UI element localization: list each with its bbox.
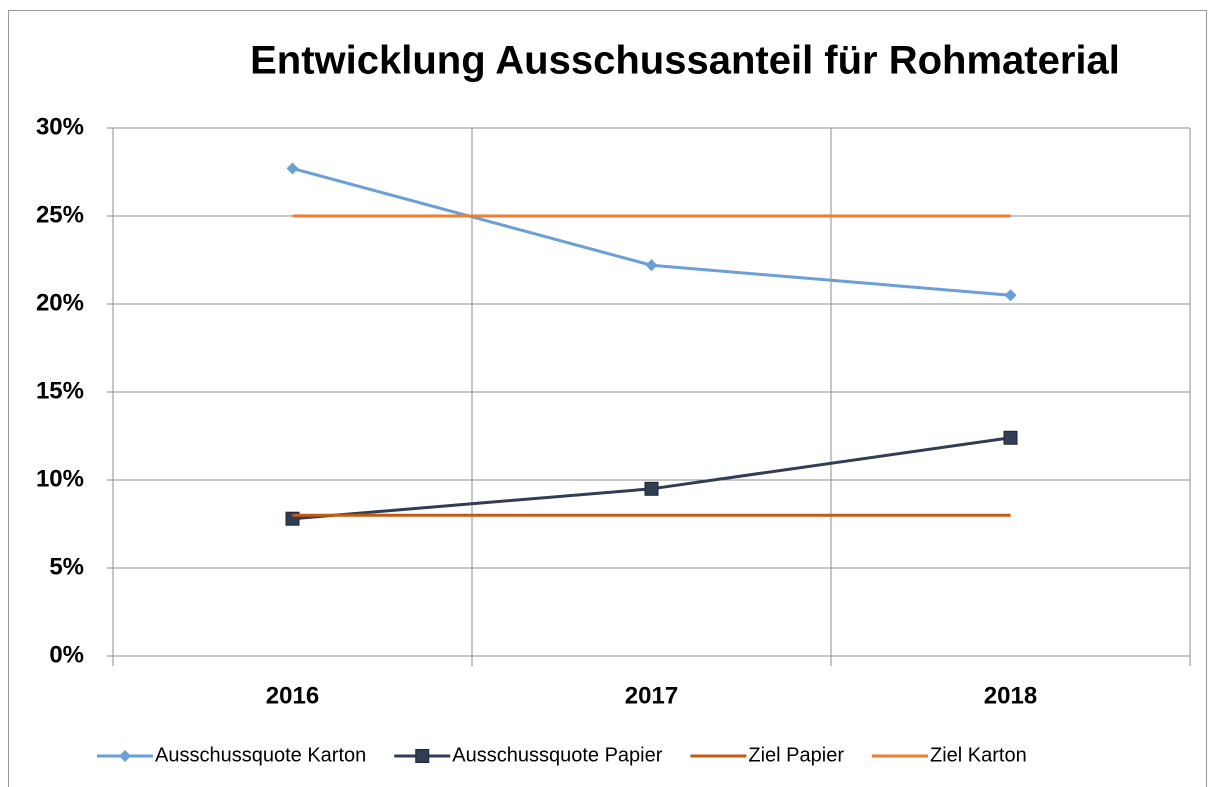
y-tick-label: 0% bbox=[49, 641, 84, 668]
y-tick-label: 5% bbox=[49, 553, 84, 580]
series-line bbox=[292, 436, 1011, 521]
marker-square bbox=[644, 481, 659, 496]
y-tick-label: 20% bbox=[36, 289, 84, 316]
marker-diamond bbox=[1004, 289, 1017, 302]
legend-label: Ziel Papier bbox=[748, 744, 844, 766]
chart-title: Entwicklung Ausschussanteil für Rohmater… bbox=[250, 39, 1120, 83]
legend-entry: Ausschussquote Karton bbox=[97, 744, 366, 766]
y-tick-label: 30% bbox=[36, 113, 84, 140]
marker-diamond bbox=[645, 259, 658, 272]
legend-label: Ausschussquote Karton bbox=[155, 744, 366, 766]
marker-diamond bbox=[119, 750, 131, 762]
series-line bbox=[292, 167, 1011, 297]
legend-label: Ausschussquote Papier bbox=[452, 744, 662, 766]
legend-entry: Ausschussquote Papier bbox=[394, 744, 663, 766]
y-tick-label: 15% bbox=[36, 377, 84, 404]
legend-entry: Ziel Papier bbox=[690, 744, 844, 766]
x-tick-label: 2018 bbox=[984, 682, 1037, 709]
marker-square bbox=[415, 749, 430, 763]
legend-entry: Ziel Karton bbox=[872, 744, 1027, 766]
x-tick-label: 2016 bbox=[266, 682, 319, 709]
y-tick-label: 25% bbox=[36, 201, 84, 228]
x-tick-label: 2017 bbox=[625, 682, 678, 709]
y-tick-label: 10% bbox=[36, 465, 84, 492]
marker-square bbox=[1003, 430, 1018, 445]
legend-label: Ziel Karton bbox=[930, 744, 1027, 766]
chart-border bbox=[8, 10, 1207, 787]
marker-diamond bbox=[286, 162, 299, 175]
